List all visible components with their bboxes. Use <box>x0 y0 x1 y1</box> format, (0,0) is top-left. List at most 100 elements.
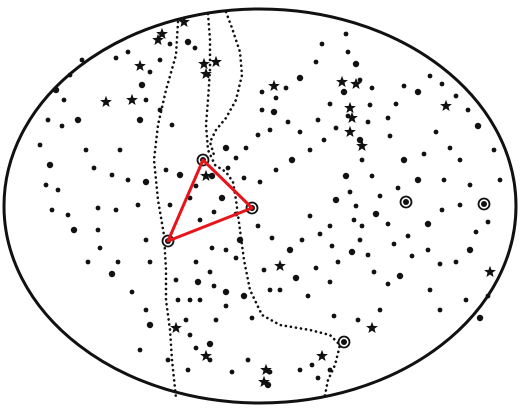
star-dot <box>292 274 300 282</box>
star-dot <box>136 116 144 124</box>
star-dot <box>377 307 383 313</box>
star-symbol-icon <box>268 79 280 91</box>
star-dot <box>143 97 149 103</box>
star-dot <box>365 119 371 125</box>
star-dot <box>243 145 249 151</box>
star-dot <box>97 245 103 251</box>
star-dot <box>473 229 479 235</box>
star-dot <box>369 173 375 179</box>
star-dot <box>321 137 327 143</box>
ringed-star-icon <box>477 197 491 211</box>
star-dot <box>233 155 239 161</box>
star-symbol-icon <box>316 349 328 361</box>
star-dot <box>65 212 71 218</box>
star-dot <box>335 259 341 265</box>
star-dot <box>184 38 192 46</box>
star-dot <box>223 247 229 253</box>
star-dot <box>309 362 315 368</box>
star-dot <box>453 93 459 99</box>
star-dot <box>222 144 230 152</box>
star-dot <box>297 367 303 373</box>
star-dot <box>333 125 339 131</box>
star-dot <box>329 243 335 249</box>
star-symbol-icon <box>440 99 452 111</box>
star-dot <box>45 117 51 123</box>
star-dot <box>165 357 171 363</box>
star-dot <box>371 269 377 275</box>
star-dot <box>414 176 422 184</box>
star-dot <box>296 74 304 82</box>
star-dot <box>185 367 191 373</box>
star-dot <box>187 297 193 303</box>
star-dot <box>286 246 294 254</box>
star-dot <box>396 272 404 280</box>
star-dot <box>391 241 397 247</box>
star-dot <box>108 270 116 278</box>
star-dot <box>273 95 279 101</box>
star-dot <box>59 123 65 129</box>
star-dot <box>255 132 261 138</box>
star-dot <box>400 156 408 164</box>
star-dot <box>193 183 199 189</box>
star-dot <box>474 122 482 130</box>
star-dot <box>355 317 361 323</box>
star-dot <box>327 279 333 285</box>
star-dot <box>211 283 217 289</box>
star-symbol-icon <box>156 27 168 39</box>
star-dot <box>288 156 296 164</box>
star-dot <box>491 147 497 153</box>
star-dot <box>348 248 356 256</box>
star-dot <box>208 172 216 180</box>
star-dot <box>427 287 433 293</box>
star-dot <box>485 219 491 225</box>
star-dot <box>183 317 189 323</box>
star-dot <box>315 117 321 123</box>
star-dot <box>267 127 273 133</box>
star-dot <box>283 85 289 91</box>
star-dot <box>213 317 219 323</box>
star-dot <box>236 236 244 244</box>
star-dot <box>327 367 333 373</box>
star-dot <box>79 57 85 63</box>
star-dot <box>83 147 89 153</box>
star-dot <box>347 189 353 195</box>
star-dot <box>277 287 283 293</box>
star-dot <box>395 185 401 191</box>
star-dot <box>365 252 371 258</box>
star-dot <box>367 102 373 108</box>
star-dot <box>257 179 263 185</box>
star-symbol-icon <box>198 57 210 69</box>
star-dot <box>357 237 363 243</box>
star-dot <box>269 235 275 241</box>
star-dot <box>206 340 214 348</box>
sky-boundary-oval <box>2 7 518 405</box>
star-dot <box>209 245 215 251</box>
star-dot <box>319 41 325 47</box>
star-dot <box>369 85 375 91</box>
star-dot <box>240 292 248 300</box>
star-dot <box>385 221 391 227</box>
star-dot <box>194 278 202 286</box>
star-dot <box>187 332 193 338</box>
star-dot <box>167 202 173 208</box>
star-dot <box>233 255 239 261</box>
star-symbol-icon <box>350 77 362 89</box>
milky-way-edge-1 <box>152 20 180 400</box>
star-dot <box>109 172 115 178</box>
star-dot <box>147 69 153 75</box>
star-dot <box>37 142 43 148</box>
star-dot <box>249 315 255 321</box>
star-dot <box>157 107 163 113</box>
star-symbol-icon <box>344 101 356 113</box>
star-symbol-icon <box>126 93 138 105</box>
star-dot <box>70 226 78 234</box>
star-dot <box>351 217 357 223</box>
star-dot <box>343 31 349 37</box>
star-dot <box>245 357 251 363</box>
star-dot <box>115 259 121 265</box>
star-dot <box>463 297 469 303</box>
star-dot <box>315 375 321 381</box>
star-dot <box>197 217 203 223</box>
star-dot <box>197 297 203 303</box>
star-dot <box>218 194 226 202</box>
